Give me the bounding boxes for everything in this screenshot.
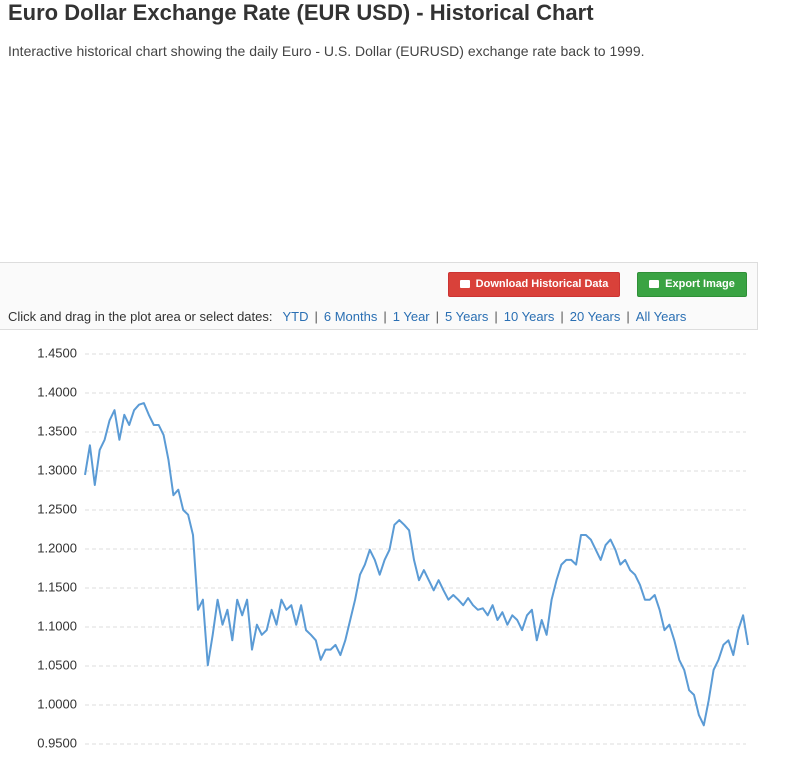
range-option[interactable]: All Years <box>635 309 687 324</box>
y-tick-label: 0.9500 <box>37 735 77 750</box>
range-label: Click and drag in the plot area or selec… <box>8 309 273 324</box>
y-tick-label: 1.2000 <box>37 540 77 555</box>
y-tick-label: 1.1000 <box>37 618 77 633</box>
export-button[interactable]: Export Image <box>637 272 747 297</box>
range-separator: | <box>314 309 318 324</box>
chart: 1.4500 1.4000 1.3500 1.3000 1.2500 1.2000 1.15… <box>37 345 749 750</box>
page-subtitle: Interactive historical chart showing the… <box>8 43 645 59</box>
range-option[interactable]: 6 Months <box>323 309 378 324</box>
price-line <box>84 402 749 727</box>
y-tick-label: 1.2500 <box>37 501 77 516</box>
y-tick-label: 1.4000 <box>37 384 77 399</box>
y-tick-label: 1.1500 <box>37 579 77 594</box>
download-label: Download Historical Data <box>475 278 609 290</box>
range-option[interactable]: 5 Years <box>445 309 489 324</box>
y-tick-label: 1.3500 <box>37 423 77 438</box>
page-title: Euro Dollar Exchange Rate (EUR USD) - Hi… <box>8 0 594 25</box>
chart-toolbar: Download Historical Data Export Image Cl… <box>0 262 758 330</box>
y-tick-label: 1.0500 <box>37 657 77 672</box>
range-option[interactable]: 1 Year <box>392 309 430 324</box>
download-icon <box>459 280 470 288</box>
image-icon <box>649 280 660 288</box>
range-option[interactable]: 20 Years <box>569 309 621 324</box>
range-separator: | <box>494 309 498 324</box>
range-separator: | <box>383 309 387 324</box>
range-option[interactable]: YTD <box>282 309 309 324</box>
range-selector: Click and drag in the plot area or selec… <box>8 309 686 324</box>
y-tick-label: 1.4500 <box>37 345 77 360</box>
range-option[interactable]: 10 Years <box>503 309 555 324</box>
download-button[interactable]: Download Historical Data <box>448 272 620 297</box>
y-tick-label: 1.0000 <box>37 696 77 711</box>
range-separator: | <box>435 309 440 324</box>
export-label: Export Image <box>665 278 735 290</box>
y-tick-label: 1.3000 <box>37 462 77 477</box>
range-separator: | <box>626 309 630 324</box>
range-separator: | <box>560 309 564 324</box>
